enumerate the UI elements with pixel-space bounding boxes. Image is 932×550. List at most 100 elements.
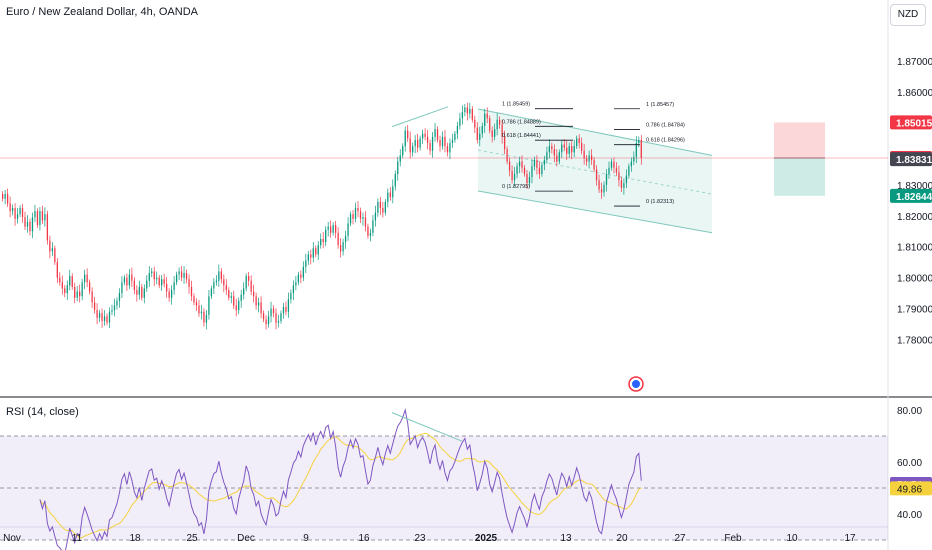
rsi-tick-label: 60.00 <box>897 458 922 469</box>
candle-body <box>593 160 595 170</box>
candle-body <box>230 296 232 298</box>
candle-body <box>183 273 185 278</box>
candle-body <box>208 296 210 315</box>
candle-body <box>588 155 590 162</box>
time-tick-label: 27 <box>674 533 686 544</box>
candle-body <box>414 139 416 147</box>
currency-button[interactable]: NZD <box>890 4 926 26</box>
position-target-zone <box>774 157 825 196</box>
candle-body <box>439 139 441 147</box>
candle-body <box>444 136 446 147</box>
price-label-text: 1.85015 <box>896 118 932 129</box>
time-tick-label: 25 <box>186 533 198 544</box>
candle-body <box>349 214 352 224</box>
rsi-title: RSI (14, close) <box>6 406 79 418</box>
candle-body <box>315 248 317 255</box>
candle-body <box>138 286 140 295</box>
candle-body <box>275 313 277 323</box>
candle-body <box>69 276 71 286</box>
candle-body <box>615 167 618 173</box>
candle-body <box>399 155 401 162</box>
candle-body <box>404 130 406 147</box>
candle-body <box>541 164 543 174</box>
candle-body <box>359 211 362 219</box>
price-label-text: 1.83831 <box>896 155 932 166</box>
candle-body <box>474 119 476 128</box>
candle-body <box>265 319 267 325</box>
candle-body <box>133 280 136 291</box>
candle-body <box>295 282 297 286</box>
rsi-line <box>39 407 642 550</box>
candle-body <box>24 217 26 227</box>
candle-body <box>419 138 421 148</box>
candle-body <box>585 158 588 162</box>
candle-body <box>44 214 46 221</box>
candle-body <box>54 248 56 263</box>
rsi-value-label-bg <box>890 481 932 496</box>
candle-body <box>158 277 160 286</box>
candle-body <box>446 146 449 153</box>
candle-body <box>161 279 163 286</box>
candle-body <box>344 235 347 243</box>
price-label-text: 1.82644 <box>896 192 932 203</box>
candle-body <box>528 177 531 184</box>
candle-body <box>218 271 220 281</box>
candle-body <box>638 139 640 144</box>
candle-body <box>372 220 374 233</box>
candle-body <box>198 305 200 314</box>
candle-body <box>2 194 4 199</box>
candle-body <box>573 146 575 153</box>
candle-body <box>240 294 242 301</box>
candle-body <box>608 167 610 174</box>
candle-body <box>252 291 255 297</box>
candle-body <box>633 156 635 162</box>
candle-body <box>491 130 493 137</box>
candle-body <box>267 316 270 325</box>
candle-body <box>523 167 526 174</box>
candle-body <box>409 138 411 153</box>
candle-body <box>41 211 44 221</box>
candle-body <box>558 152 560 162</box>
candle-body <box>595 169 598 181</box>
candle-body <box>511 170 513 181</box>
candle-body <box>429 143 431 151</box>
candle-body <box>454 133 456 140</box>
candle-body <box>248 276 250 281</box>
candle-body <box>270 308 272 317</box>
candle-body <box>357 208 359 212</box>
candle-body <box>551 146 553 150</box>
candle-body <box>185 273 188 280</box>
candle-body <box>39 211 41 226</box>
candle-body <box>178 271 180 275</box>
candle-body <box>106 316 108 323</box>
candle-body <box>255 296 257 306</box>
candle-body <box>367 226 369 236</box>
candle-body <box>320 238 322 246</box>
candle-body <box>571 146 573 153</box>
candle-body <box>618 172 620 181</box>
candle-body <box>180 271 183 278</box>
candle-body <box>81 282 83 297</box>
candle-body <box>352 214 354 219</box>
candle-body <box>74 286 76 298</box>
price-tick-label: 1.82000 <box>897 212 932 223</box>
candle-body <box>603 184 605 193</box>
candle-body <box>486 113 488 119</box>
candle-body <box>613 161 615 168</box>
candle-body <box>245 276 247 289</box>
candle-body <box>434 129 436 137</box>
candle-body <box>193 296 195 303</box>
candle-body <box>136 290 138 295</box>
candle-body <box>213 282 215 289</box>
candle-body <box>86 274 88 283</box>
candle-body <box>397 161 399 174</box>
candle-body <box>210 288 213 297</box>
position-stop-zone <box>774 122 825 158</box>
candle-body <box>538 167 541 174</box>
fib-right-label: 0.618 (1.84296) <box>646 138 685 144</box>
candle-body <box>66 285 68 294</box>
candle-body <box>88 282 91 292</box>
candle-body <box>56 262 58 278</box>
candle-body <box>471 108 473 120</box>
